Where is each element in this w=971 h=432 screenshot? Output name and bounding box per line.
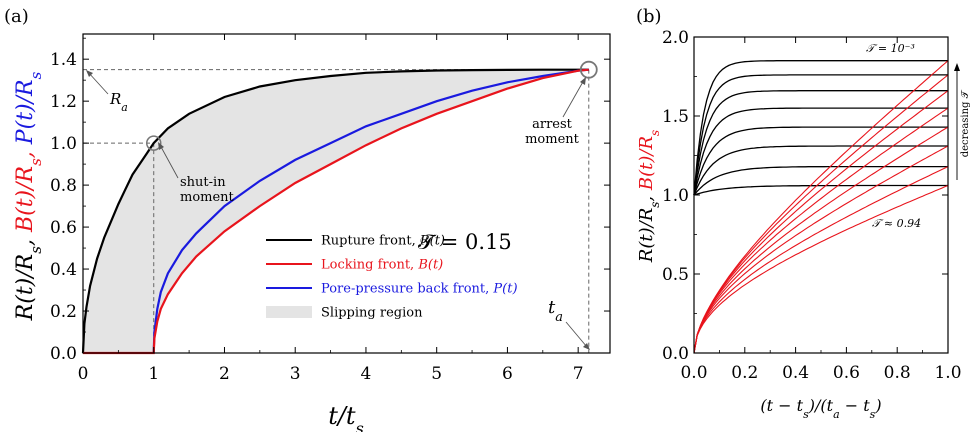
r-a-arrow: [87, 71, 109, 95]
shut-in-circle: [145, 135, 162, 151]
locking-curve: [693, 166, 949, 354]
pore-pressure-front-line: [152, 68, 589, 354]
y-tick-label-b: 1.5: [662, 107, 689, 127]
series-lines: [81, 68, 589, 355]
locking-curve: [693, 90, 949, 354]
x-tick-label-b: 0.6: [833, 363, 860, 383]
plot-b-frame: [693, 36, 949, 354]
legend-label: Rupture front, R(t): [321, 234, 445, 249]
x-axis-label-b: (t − ts)/(ta − ts): [760, 396, 881, 421]
shut-in-arrow: [159, 144, 179, 179]
x-tick-label-a: 5: [431, 364, 442, 384]
tau-bottom-label: 𝒯 ≈ 0.94: [872, 217, 921, 230]
rupture-curve: [693, 145, 948, 196]
plot-a-frame: [82, 33, 611, 354]
rupture-curve: [693, 90, 948, 196]
shut-in-arrowhead: [158, 142, 164, 150]
locking-curve: [693, 107, 949, 354]
event-circles: [145, 60, 598, 151]
y-tick-label-a: 1.4: [50, 50, 77, 70]
locking-curve: [693, 60, 949, 354]
locking-curve: [693, 184, 949, 354]
locking-curve: [693, 145, 949, 354]
legend-a: Rupture front, R(t) Locking front, B(t) Po…: [266, 234, 518, 321]
y-tick-label-b: 0.0: [662, 344, 689, 364]
y-tick-label-a: 0.6: [50, 218, 77, 238]
x-tick-label-a: 4: [361, 364, 372, 384]
x-tick-label-b: 0.2: [731, 363, 758, 383]
y-tick-label-a: 1.0: [50, 134, 77, 154]
decreasing-label-group: decreasing 𝒯: [960, 89, 971, 157]
y-tick-label-a: 0.8: [50, 176, 77, 196]
tau-label-a: 𝒯 = 0.15: [418, 230, 512, 254]
t-a-annotation: ta: [548, 297, 563, 325]
t-a-arrowhead: [583, 343, 590, 350]
y-tick-label-a: 0.2: [50, 302, 77, 322]
x-tick-label-a: 1: [148, 364, 159, 384]
r-a-arrowhead: [86, 70, 93, 77]
rupture-curve: [693, 60, 948, 196]
legend-swatch: [266, 306, 312, 318]
x-tick-label-a: 2: [219, 364, 230, 384]
y-tick-label-b: 1.0: [662, 186, 689, 206]
svg-text:R(t)/Rs, B(t)/Rs, P(t)/Rs: R(t)/Rs, B(t)/Rs, P(t)/Rs: [13, 71, 45, 321]
axis-ticks-a: 0 1 2 3 4 5 6 7 0.0 0.2 0.4 0.6 0.8 1.0 1.2 1.4: [50, 34, 610, 384]
rupture-front-line: [81, 68, 589, 354]
arrest-annotation-line1: arrest: [532, 117, 573, 132]
x-tick-label-a: 6: [502, 364, 513, 384]
svg-text:R(t)/Rs, B(t)/Rs: R(t)/Rs, B(t)/Rs: [636, 130, 662, 263]
shut-in-annotation-line1: shut-in: [180, 175, 226, 190]
rupture-curve: [693, 184, 948, 196]
arrest-arrow: [562, 79, 585, 118]
locking-curve: [693, 126, 949, 354]
slipping-region-fill: [83, 69, 589, 353]
t-a-arrow: [565, 321, 588, 348]
panel-a-label: (a): [4, 6, 29, 27]
tau-top-label: 𝒯 = 10⁻³: [866, 42, 915, 55]
x-tick-label-a: 0: [78, 364, 89, 384]
rupture-curve: [693, 126, 948, 196]
panel-b-label: (b): [636, 6, 662, 27]
axis-ticks-b: 0.0 0.2 0.4 0.6 0.8 1.0 0.0 0.5 1.0 1.5 2.0: [662, 28, 962, 383]
panel-b-series: [693, 60, 949, 354]
locking-curve: [693, 74, 949, 354]
y-tick-label-a: 0.4: [50, 260, 77, 280]
panel-a: (a) 0 1 2 3 4 5 6 7 0.0 0.2 0.4 0.6 0.8 1.0 1.2 1.4 t/t…: [4, 6, 611, 432]
panel-b: (b) 0.0 0.2 0.4 0.6 0.8 1.0 0.0 0.5 1.0 1.5 2.0 (t…: [636, 6, 971, 421]
slipping-region: [83, 69, 589, 353]
legend-label: Slipping region: [321, 306, 423, 321]
arrest-arrowhead: [580, 77, 586, 85]
arrest-circle: [579, 60, 598, 79]
shut-in-annotation-line2: moment: [180, 190, 235, 205]
x-tick-label-b: 0.4: [782, 363, 809, 383]
y-tick-label-b: 0.5: [662, 265, 689, 285]
y-tick-label-a: 1.2: [50, 92, 77, 112]
y-tick-label-b: 2.0: [662, 28, 689, 48]
r-a-annotation: Ra: [109, 90, 128, 114]
rupture-curve: [693, 74, 948, 196]
decreasing-arrowhead: [954, 63, 960, 71]
legend-label: Locking front, B(t): [321, 258, 443, 273]
x-tick-label-b: 1.0: [934, 363, 961, 383]
locking-front-line: [83, 68, 589, 355]
x-tick-label-a: 7: [573, 364, 584, 384]
rupture-curve: [693, 107, 948, 196]
y-axis-label-b: R(t)/Rs, B(t)/Rs: [636, 130, 662, 263]
y-axis-label-a: R(t)/Rs, B(t)/Rs, P(t)/Rs: [13, 71, 45, 321]
decreasing-label: decreasing 𝒯: [960, 89, 971, 157]
x-tick-label-a: 3: [290, 364, 301, 384]
x-axis-label-a: t/ts: [328, 402, 364, 432]
x-tick-label-b: 0.0: [680, 363, 707, 383]
legend-label: Pore-pressure back front, P(t): [321, 282, 518, 297]
y-tick-label-a: 0.0: [50, 344, 77, 364]
x-tick-label-b: 0.8: [884, 363, 911, 383]
rupture-curve: [693, 165, 948, 196]
arrest-annotation-line2: moment: [525, 132, 580, 147]
